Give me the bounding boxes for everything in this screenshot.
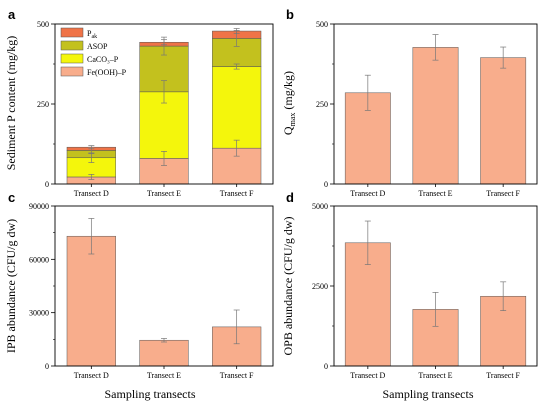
plot-a: Transect D Transect E Transect F 0 250 500 <box>37 20 274 198</box>
panel-c: c Transect D Transect E Transect F 0 30000 60… <box>4 190 274 401</box>
y-axis-label-c: IPB abundance (CFU/g dw) <box>4 219 18 353</box>
x-tick-label-d-1: Transect D <box>350 371 385 380</box>
y-tick-label-c-4: 90000 <box>29 202 49 211</box>
error-bar-a-2-seg-4 <box>161 39 167 46</box>
x-tick-label-b-3: Transect F <box>486 189 520 198</box>
y-tick-label-c-3: 60000 <box>29 255 49 264</box>
error-bar-c-3 <box>233 309 240 345</box>
y-tick-label-a-1: 0 <box>45 180 49 189</box>
y-tick-label-b-1: 0 <box>324 180 328 189</box>
panel-label-a: a <box>8 7 16 22</box>
x-tick-label-d-2: Transect E <box>418 371 452 380</box>
x-tick-label-c-1: Transect D <box>74 371 109 380</box>
y-axis-label-b: Qmax (mg/kg) <box>281 71 297 135</box>
y-tick-label-d-1: 0 <box>324 362 328 371</box>
error-bar-d-2 <box>432 292 439 327</box>
error-bar-a-2-seg-2 <box>161 80 167 104</box>
legend-label-3: CaCO₃–P <box>87 55 119 64</box>
panel-a: a Transect D Transect E Transect F0250500 … <box>4 7 274 198</box>
error-bar-b-3 <box>500 46 507 69</box>
error-bar-b-2 <box>432 34 439 61</box>
error-bar-a-3-seg-1 <box>233 139 240 157</box>
y-axis-label-a: Sediment P content (mg/kg) <box>4 36 18 171</box>
bar-a-3-seg-2 <box>212 66 262 149</box>
x-tick-label-b-2: Transect E <box>418 189 452 198</box>
error-bar-c-1 <box>88 218 95 255</box>
panel-label-c: c <box>8 190 15 205</box>
panel-label-b: b <box>286 7 294 22</box>
plot-b: Transect D Transect E Transect F 0 250 500 <box>316 20 538 198</box>
error-bar-a-2-seg-1 <box>161 151 167 166</box>
x-axis-label-d: Sampling transects <box>383 387 474 401</box>
legend-swatch-3 <box>60 53 84 64</box>
plot-d: Transect D Transect E Transect F 0 2500 5000 <box>312 202 538 380</box>
error-bar-d-3 <box>500 281 507 311</box>
legend-label-4: Fe(OOH)–P <box>87 68 127 77</box>
bar-b-2 <box>412 47 459 185</box>
y-tick-label-b-3: 500 <box>316 20 328 29</box>
legend-a: Pak ASOP CaCO₃–P Fe(OOH)–P <box>60 27 127 77</box>
error-bar-d-1 <box>364 220 371 265</box>
y-tick-label-d-3: 5000 <box>312 202 328 211</box>
x-tick-label-c-2: Transect E <box>147 371 181 380</box>
error-bar-a-3-seg-4 <box>233 28 240 34</box>
x-tick-label-a-3: Transect F <box>220 189 254 198</box>
y-axis-label-d: OPB abundance (CFU/g dw) <box>281 217 295 356</box>
legend-swatch-4 <box>60 66 84 77</box>
x-tick-label-d-3: Transect F <box>486 371 520 380</box>
legend-swatch-2 <box>60 40 84 51</box>
error-bar-a-3-seg-2 <box>233 63 240 70</box>
legend-label-1: Pak <box>87 29 97 40</box>
error-bar-c-2 <box>161 338 167 343</box>
x-axis-label-c: Sampling transects <box>105 387 196 401</box>
legend-swatch-1 <box>60 27 84 38</box>
x-tick-label-c-3: Transect F <box>220 371 254 380</box>
y-tick-label-d-2: 2500 <box>312 282 328 291</box>
y-tick-label-c-1: 0 <box>45 362 49 371</box>
panel-b: b Transect D Transect E Transect F0250500 … <box>281 7 538 198</box>
panel-d: d Transect D Transect E Transect F 0 2500 500… <box>281 190 538 401</box>
y-tick-label-a-2: 250 <box>37 100 49 109</box>
y-tick-label-b-2: 250 <box>316 100 328 109</box>
error-bar-a-1-seg-4 <box>88 145 95 150</box>
x-tick-label-b-1: Transect D <box>350 189 385 198</box>
bar-c-1 <box>66 235 116 367</box>
error-bar-a-1-seg-1 <box>88 174 95 180</box>
plot-c: Transect D Transect E Transect F 0 30000 6000… <box>29 202 274 380</box>
x-tick-label-a-1: Transect D <box>74 189 109 198</box>
bar-c-2 <box>139 339 189 367</box>
error-bar-b-1 <box>364 74 371 111</box>
panel-label-d: d <box>286 190 294 205</box>
x-tick-label-a-2: Transect E <box>147 189 181 198</box>
y-tick-label-c-2: 30000 <box>29 309 49 318</box>
y-tick-label-a-3: 500 <box>37 20 49 29</box>
legend-label-2: ASOP <box>87 42 108 51</box>
bar-b-3 <box>480 57 527 185</box>
